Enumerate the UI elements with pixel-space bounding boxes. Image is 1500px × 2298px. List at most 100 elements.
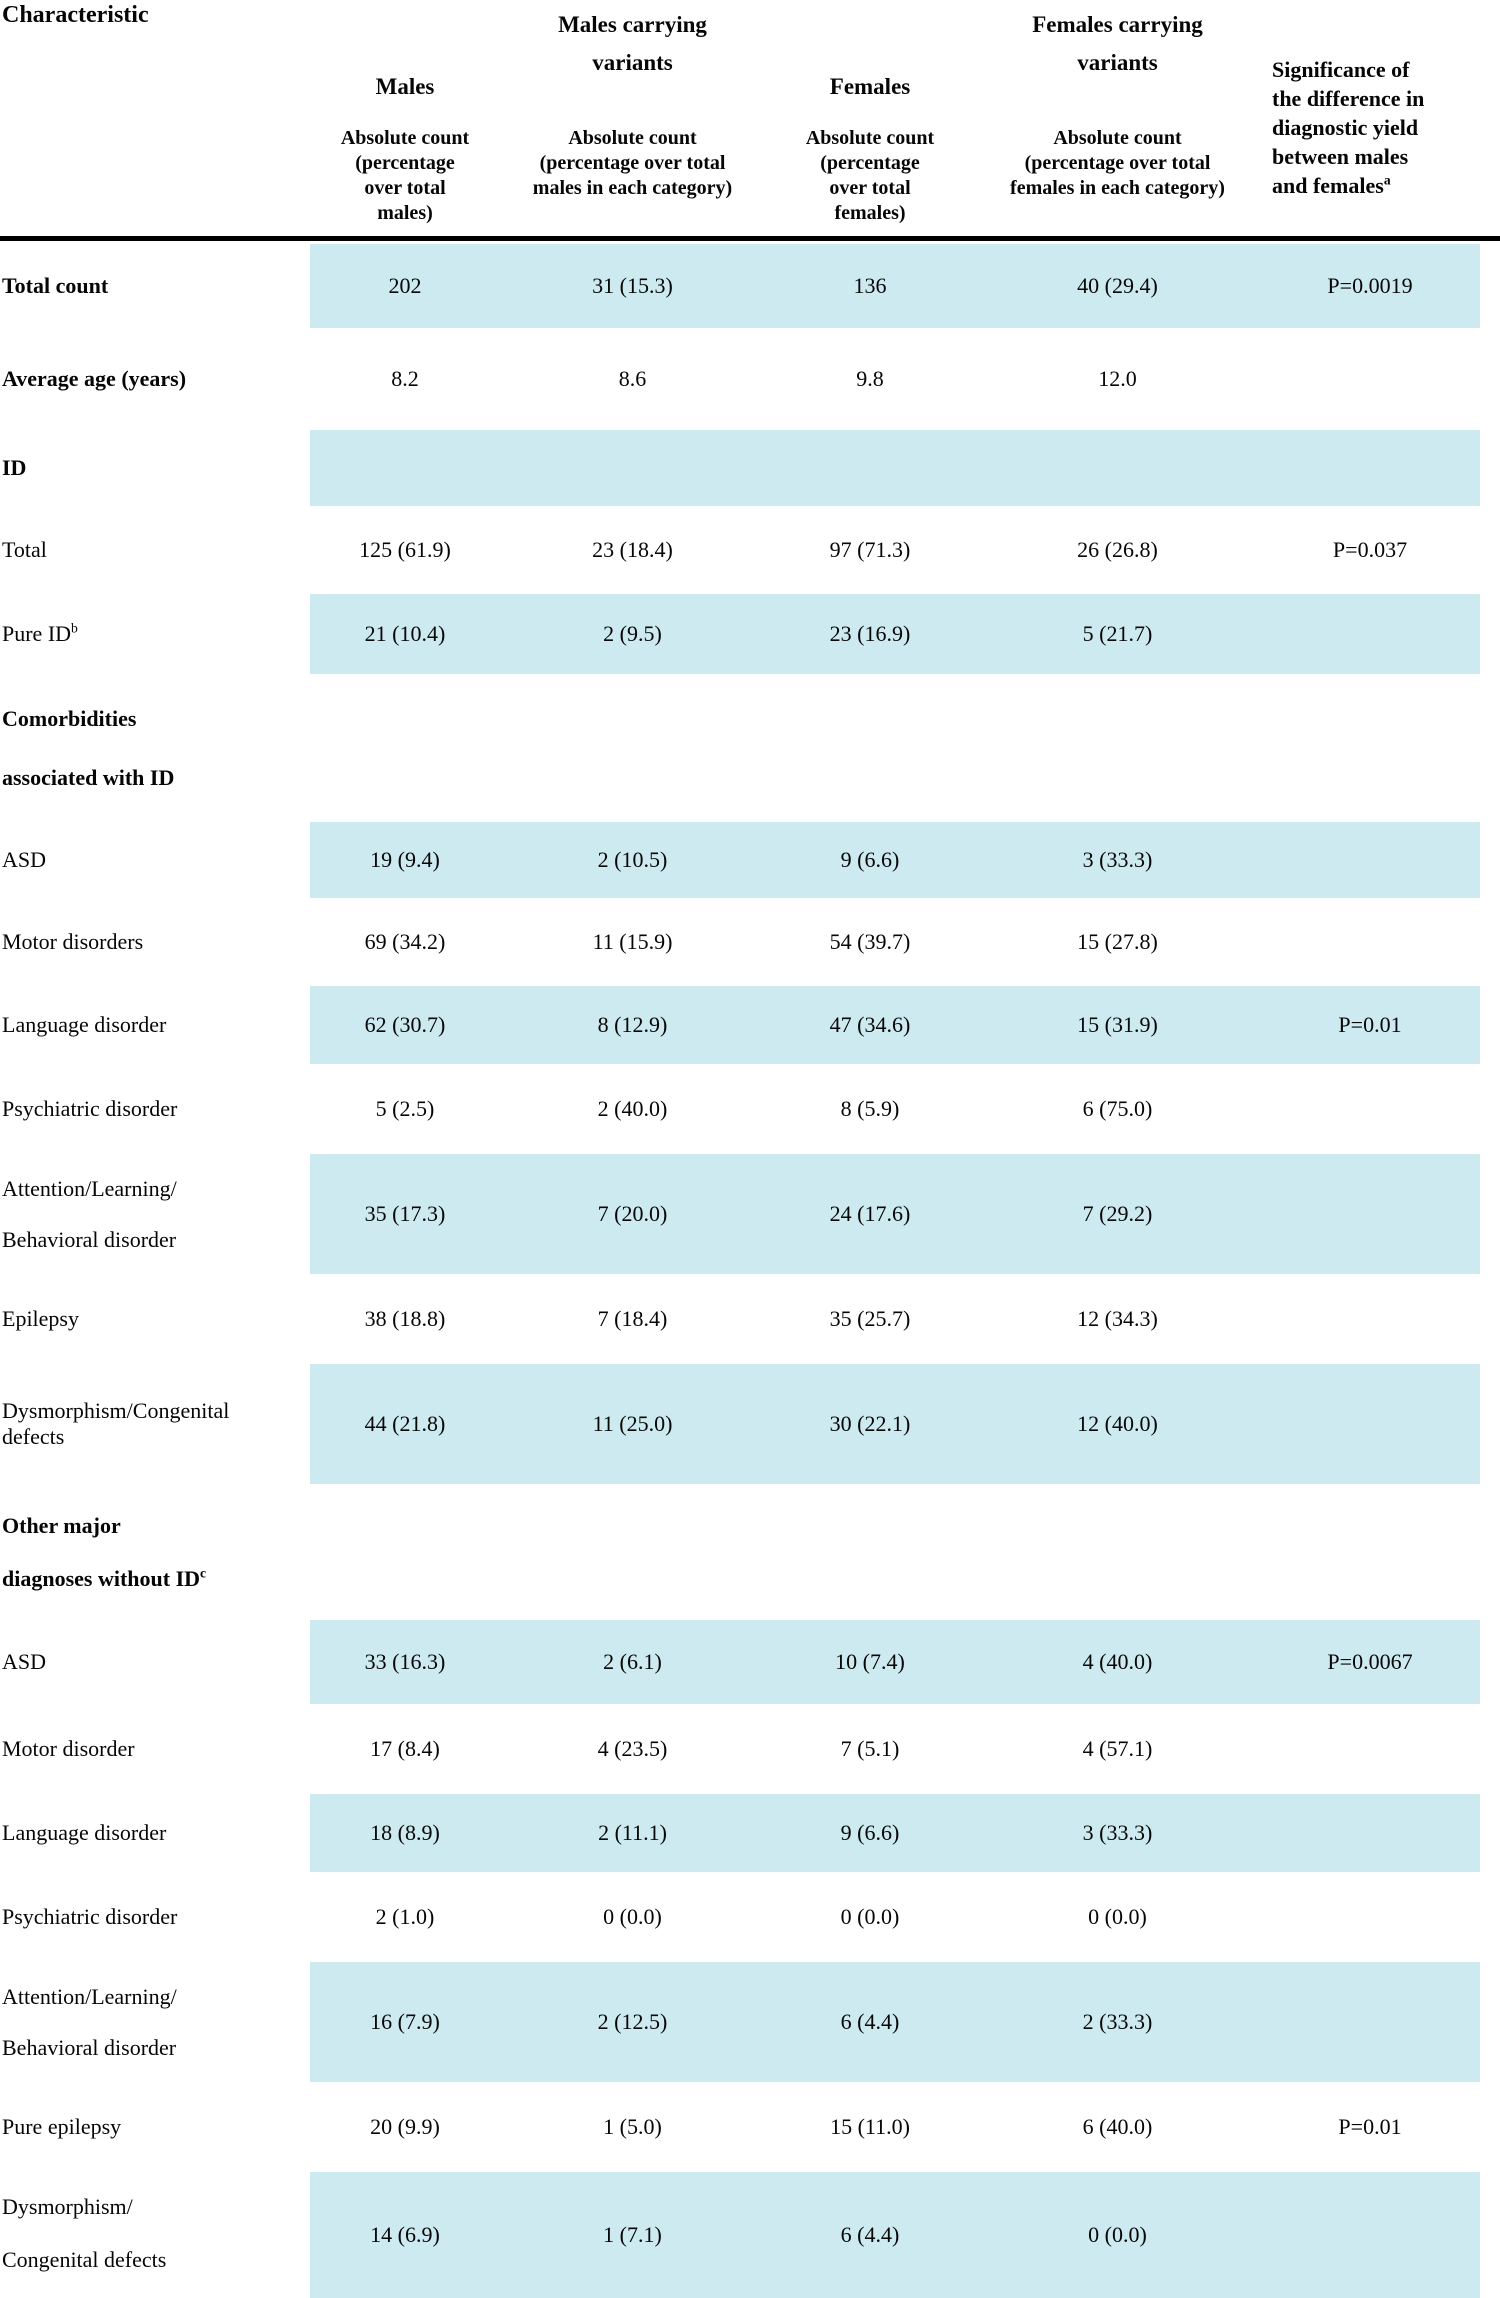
row-highlight-band: 14 (6.9) 1 (7.1) 6 (4.4) 0 (0.0) xyxy=(310,2172,1480,2298)
cell-males-carrying-variants xyxy=(500,430,765,506)
row-label: ASD xyxy=(0,819,310,901)
cell-significance xyxy=(1260,334,1480,424)
significance-header-lines: Significance of the difference in diagno… xyxy=(1272,57,1425,198)
cell-females-carrying-variants: 26 (26.8) xyxy=(1077,537,1158,562)
table-row: Total count 202 31 (15.3) 136 40 (29.4) P=0.0… xyxy=(0,241,1500,331)
cell-males: 38 (18.8) xyxy=(364,1306,446,1331)
row-label-line: Language disorder xyxy=(2,1012,167,1037)
row-label: Total xyxy=(0,509,310,591)
cell-females-carrying-variants: 7 (29.2) xyxy=(1082,1201,1153,1226)
row-value-band xyxy=(310,680,1480,816)
cell-males: 8.2 xyxy=(391,366,419,391)
cell-females: 15 (11.0) xyxy=(830,2114,910,2139)
table-row: Psychiatric disorder 2 (1.0) 0 (0.0) 0 (0.0… xyxy=(0,1875,1500,1959)
cell-males: 19 (9.4) xyxy=(370,847,440,872)
cell-females-carrying-variants: 3 (33.3) xyxy=(1082,1820,1153,1845)
cell-females: 97 (71.3) xyxy=(829,537,911,562)
cell-males-carrying-variants: 4 (23.5) xyxy=(597,1736,668,1761)
row-value-band: 2 (1.0) 0 (0.0) 0 (0.0) 0 (0.0) xyxy=(310,1878,1480,1956)
cell-significance: P=0.01 xyxy=(1338,1012,1402,1037)
column-subtitle-males-carrying-variants: Absolute count (percentage over total ma… xyxy=(532,127,733,199)
row-label: ASD xyxy=(0,1617,310,1707)
cell-females: 6 (4.4) xyxy=(840,2222,900,2247)
row-label: Language disorder xyxy=(0,983,310,1067)
cell-females: 30 (22.1) xyxy=(829,1411,911,1436)
cell-significance: P=0.01 xyxy=(1338,2114,1402,2139)
cell-males: 14 (6.9) xyxy=(370,2222,440,2247)
table-row: Dysmorphism/Congenital defects 44 (21.8) 11… xyxy=(0,1361,1500,1487)
cell-males: 202 xyxy=(388,273,422,298)
row-value-band xyxy=(310,1490,1480,1614)
table-row: Attention/Learning/Behavioral disorder 16… xyxy=(0,1959,1500,2085)
row-highlight-band: 18 (8.9) 2 (11.1) 9 (6.6) 3 (33.3) xyxy=(310,1794,1480,1872)
cell-males: 16 (7.9) xyxy=(370,2009,440,2034)
row-label: Attention/Learning/Behavioral disorder xyxy=(0,1151,310,1277)
row-label-line: Dysmorphism/ xyxy=(2,2194,133,2220)
table-row: Language disorder 18 (8.9) 2 (11.1) 9 (6.6)… xyxy=(0,1791,1500,1875)
row-label: Pure IDb xyxy=(0,591,310,677)
cell-significance xyxy=(1260,1794,1480,1872)
table-row: ASD 19 (9.4) 2 (10.5) 9 (6.6) 3 (33.3) xyxy=(0,819,1500,901)
cell-males-carrying-variants xyxy=(500,1490,765,1614)
row-label: Comorbidities associated with ID xyxy=(0,677,310,819)
cell-females xyxy=(765,430,975,506)
column-header-females-carrying-variants: Females carrying variants Absolute count… xyxy=(975,0,1260,236)
table-row: Language disorder 62 (30.7) 8 (12.9) 47 (34… xyxy=(0,983,1500,1067)
cell-females-carrying-variants: 15 (31.9) xyxy=(1077,1012,1158,1037)
row-label-line: Pure IDb xyxy=(2,620,78,646)
cell-males-carrying-variants: 1 (5.0) xyxy=(603,2114,662,2139)
table-row: Motor disorder 17 (8.4) 4 (23.5) 7 (5.1) 4 (… xyxy=(0,1707,1500,1791)
row-value-band: 125 (61.9) 23 (18.4) 97 (71.3) 26 (26.8) P=0… xyxy=(310,512,1480,588)
cell-males-carrying-variants: 7 (20.0) xyxy=(597,1201,668,1226)
table-row: Pure epilepsy 20 (9.9) 1 (5.0) 15 (11.0) 6 (… xyxy=(0,2085,1500,2169)
cell-males xyxy=(310,1490,500,1614)
cell-females-carrying-variants xyxy=(975,680,1260,816)
cell-females-carrying-variants: 12 (34.3) xyxy=(1077,1306,1158,1331)
row-label-line: Comorbidities xyxy=(2,705,137,731)
cell-significance xyxy=(1260,1962,1480,2082)
row-label-line: Motor disorder xyxy=(2,1736,135,1761)
significance-header-text: Significance of the difference in diagno… xyxy=(1260,0,1500,200)
cell-females: 6 (4.4) xyxy=(840,2009,900,2034)
row-footnote-marker: c xyxy=(200,1565,207,1581)
cell-males: 2 (1.0) xyxy=(375,1904,435,1929)
row-label: Psychiatric disorder xyxy=(0,1875,310,1959)
row-label: Total count xyxy=(0,241,310,331)
cell-males: 5 (2.5) xyxy=(375,1096,435,1121)
cell-males-carrying-variants: 0 (0.0) xyxy=(603,1904,662,1929)
row-highlight-band: 35 (17.3) 7 (20.0) 24 (17.6) 7 (29.2) xyxy=(310,1154,1480,1274)
row-label-line: Psychiatric disorder xyxy=(2,1096,178,1121)
row-label: Other major diagnoses without IDc xyxy=(0,1487,310,1617)
column-header-characteristic: Characteristic xyxy=(2,2,149,28)
cell-males: 20 (9.9) xyxy=(370,2114,440,2139)
column-subtitle-males: Absolute count (percentage over total ma… xyxy=(340,127,470,224)
cell-males-carrying-variants: 2 (12.5) xyxy=(597,2009,668,2034)
cell-males-carrying-variants: 2 (40.0) xyxy=(597,1096,668,1121)
row-highlight-band xyxy=(310,430,1480,506)
row-label-line: Language disorder xyxy=(2,1820,167,1845)
row-label-line: Total count xyxy=(2,273,109,298)
row-label-line: ID xyxy=(2,455,27,480)
table-row: Motor disorders 69 (34.2) 11 (15.9) 54 (39.… xyxy=(0,901,1500,983)
cell-females: 8 (5.9) xyxy=(840,1096,900,1121)
cell-females: 0 (0.0) xyxy=(840,1904,900,1929)
row-label: Motor disorder xyxy=(0,1707,310,1791)
row-label: Dysmorphism/Congenital defects xyxy=(0,2169,310,2298)
row-label-line: Congenital defects xyxy=(2,2246,167,2272)
cell-males-carrying-variants: 8 (12.9) xyxy=(597,1012,668,1037)
row-label: Motor disorders xyxy=(0,901,310,983)
row-label-line: Epilepsy xyxy=(2,1306,79,1331)
column-title-males: Males xyxy=(375,74,435,99)
row-label: Average age (years) xyxy=(0,331,310,427)
cell-significance xyxy=(1260,1490,1480,1614)
row-highlight-band: 33 (16.3) 2 (6.1) 10 (7.4) 4 (40.0) P=0.0067 xyxy=(310,1620,1480,1704)
row-label-line: defects xyxy=(2,1424,65,1449)
row-label-line: Motor disorders xyxy=(2,929,144,954)
row-label-line: Other major xyxy=(2,1512,121,1538)
cell-females-carrying-variants xyxy=(975,1490,1260,1614)
cell-males-carrying-variants: 23 (18.4) xyxy=(592,537,673,562)
row-value-band: 69 (34.2) 11 (15.9) 54 (39.7) 15 (27.8) xyxy=(310,904,1480,980)
cell-males xyxy=(310,430,500,506)
cell-significance xyxy=(1260,680,1480,816)
